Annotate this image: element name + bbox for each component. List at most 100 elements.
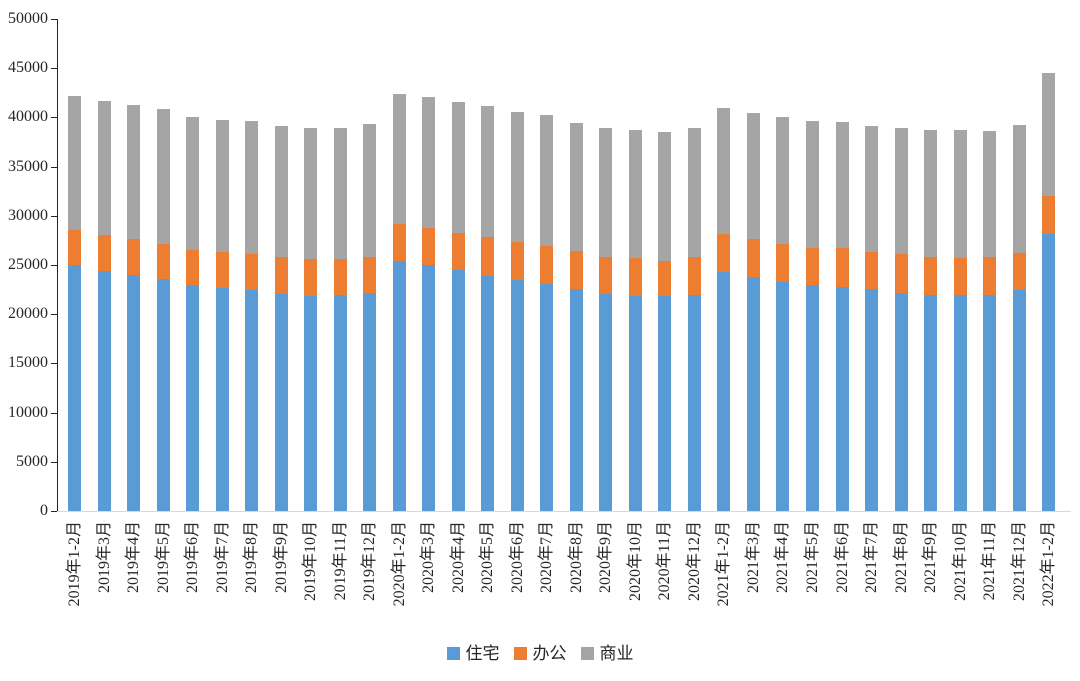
x-tick-label: 2021年7月: [863, 521, 881, 594]
bar-segment-住宅: [392, 261, 406, 511]
bar-segment-住宅: [422, 264, 436, 511]
legend: 住宅 办公 商业: [0, 645, 1080, 662]
x-tick-label: 2020年3月: [420, 521, 438, 594]
bar-segment-商业: [481, 106, 495, 238]
x-tick-label: 2021年6月: [833, 521, 851, 594]
bar-segment-住宅: [569, 289, 583, 511]
y-tick-mark: [51, 68, 57, 70]
bar-segment-办公: [68, 229, 81, 265]
bar-segment-住宅: [717, 271, 731, 511]
y-tick-label: 10000: [8, 403, 48, 421]
bar-segment-商业: [363, 124, 377, 257]
bar-stack: [422, 97, 436, 511]
y-tick-label: 45000: [8, 59, 48, 77]
x-tick-label: 2020年9月: [597, 521, 615, 594]
bar-segment-商业: [865, 125, 879, 252]
bar-segment-住宅: [1012, 290, 1026, 511]
bar-segment-商业: [97, 101, 111, 235]
x-tick-label: 2020年11月: [656, 521, 674, 601]
bar-segment-商业: [451, 102, 465, 233]
bar-segment-商业: [658, 131, 672, 261]
x-tick-label: 2019年3月: [95, 521, 113, 594]
bar-stack: [983, 130, 997, 511]
bar-segment-办公: [983, 257, 997, 295]
bar-stack: [333, 128, 347, 511]
bar-segment-住宅: [540, 284, 554, 511]
x-tick-label: 2019年10月: [302, 521, 320, 602]
bar-segment-办公: [628, 258, 642, 296]
bar-segment-住宅: [687, 294, 701, 511]
bar-stack: [540, 115, 554, 511]
legend-label: 住宅: [465, 644, 500, 663]
y-tick-label: 50000: [8, 10, 48, 27]
x-tick-label: 2021年12月: [1010, 521, 1028, 602]
x-tick-label: 2022年1-2月: [1040, 521, 1058, 607]
y-tick-label: 20000: [8, 305, 48, 323]
bar-stack: [392, 94, 406, 511]
bar-segment-住宅: [983, 294, 997, 511]
bar-segment-办公: [156, 243, 170, 280]
y-tick-mark: [51, 19, 57, 20]
bar-segment-办公: [746, 238, 760, 277]
y-tick-mark: [51, 314, 57, 316]
bar-stack: [127, 105, 141, 511]
bar-segment-商业: [304, 128, 318, 259]
y-axis-line: [57, 19, 58, 512]
bar-stack: [274, 125, 288, 511]
bar-segment-住宅: [127, 274, 141, 511]
bar-segment-住宅: [746, 276, 760, 511]
bar-segment-办公: [215, 251, 229, 288]
bar-segment-办公: [806, 248, 819, 286]
x-tick-label: 2020年7月: [538, 521, 556, 594]
x-tick-label: 2019年1-2月: [66, 521, 83, 607]
bar-segment-住宅: [156, 279, 170, 511]
bar-stack: [1012, 124, 1026, 511]
bar-segment-商业: [628, 129, 642, 259]
bar-segment-商业: [422, 97, 436, 229]
x-tick-label: 2021年4月: [774, 521, 792, 594]
x-tick-label: 2020年6月: [508, 521, 526, 594]
bar-segment-办公: [451, 232, 465, 270]
bar-segment-住宅: [363, 292, 377, 511]
bar-segment-办公: [274, 257, 288, 294]
x-tick-label: 2021年3月: [744, 521, 762, 594]
bar-stack: [215, 119, 229, 511]
bar-stack: [481, 106, 495, 511]
bar-segment-住宅: [68, 264, 81, 511]
bar-segment-商业: [1012, 124, 1026, 253]
x-tick-label: 2019年7月: [213, 521, 231, 594]
x-tick-label: 2020年4月: [449, 521, 467, 594]
x-tick-label: 2019年11月: [331, 521, 349, 601]
bar-stack: [628, 129, 642, 511]
residential-swatch-icon: [446, 647, 460, 660]
bar-stack: [953, 129, 967, 511]
x-tick-label: 2021年1-2月: [715, 521, 733, 607]
y-tick-label: 40000: [8, 108, 48, 126]
bar-segment-商业: [392, 94, 406, 225]
bar-segment-商业: [835, 122, 849, 249]
bar-segment-商业: [569, 122, 583, 252]
bar-segment-住宅: [245, 290, 259, 511]
bar-segment-办公: [333, 259, 347, 295]
bar-stack: [717, 108, 731, 511]
y-tick-label: 35000: [8, 157, 48, 175]
bar-segment-住宅: [304, 295, 318, 511]
bar-segment-办公: [510, 242, 524, 281]
bar-segment-商业: [1042, 72, 1056, 197]
x-axis-line: [57, 511, 1071, 512]
x-tick-label: 2021年9月: [922, 521, 940, 594]
legend-item-commercial: 商业: [580, 645, 634, 662]
bar-segment-住宅: [451, 269, 465, 511]
bar-stack: [510, 112, 524, 511]
bar-stack: [687, 127, 701, 511]
bar-stack: [186, 116, 200, 511]
x-tick-label: 2020年12月: [685, 521, 703, 602]
bar-segment-商业: [924, 129, 938, 257]
bar-segment-住宅: [865, 289, 879, 511]
bar-segment-办公: [865, 251, 879, 290]
bar-segment-商业: [68, 96, 81, 230]
x-tick-label: 2020年10月: [626, 521, 644, 602]
x-tick-label: 2020年1-2月: [390, 521, 408, 607]
x-tick-label: 2020年5月: [479, 521, 497, 594]
